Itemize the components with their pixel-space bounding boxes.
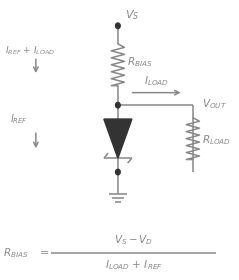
Text: $V_{OUT}$: $V_{OUT}$ bbox=[202, 97, 227, 111]
Circle shape bbox=[115, 169, 120, 175]
Text: $V_S$: $V_S$ bbox=[125, 8, 139, 22]
Circle shape bbox=[115, 102, 120, 108]
Text: $R_{LOAD}$: $R_{LOAD}$ bbox=[202, 133, 231, 147]
Circle shape bbox=[115, 23, 120, 29]
Text: $R_{BIAS}$: $R_{BIAS}$ bbox=[3, 246, 29, 260]
Text: $I_{REF}$ + $I_{LOAD}$: $I_{REF}$ + $I_{LOAD}$ bbox=[5, 45, 56, 57]
Polygon shape bbox=[104, 119, 132, 158]
Text: $I_{LOAD}$: $I_{LOAD}$ bbox=[144, 74, 169, 88]
Text: $I_{REF}$: $I_{REF}$ bbox=[10, 112, 28, 126]
Text: $V_S - V_D$: $V_S - V_D$ bbox=[114, 234, 153, 247]
Text: $I_{LOAD}$ + $I_{REF}$: $I_{LOAD}$ + $I_{REF}$ bbox=[105, 258, 163, 272]
Text: =: = bbox=[39, 248, 49, 258]
Text: $R_{BIAS}$: $R_{BIAS}$ bbox=[127, 55, 153, 69]
